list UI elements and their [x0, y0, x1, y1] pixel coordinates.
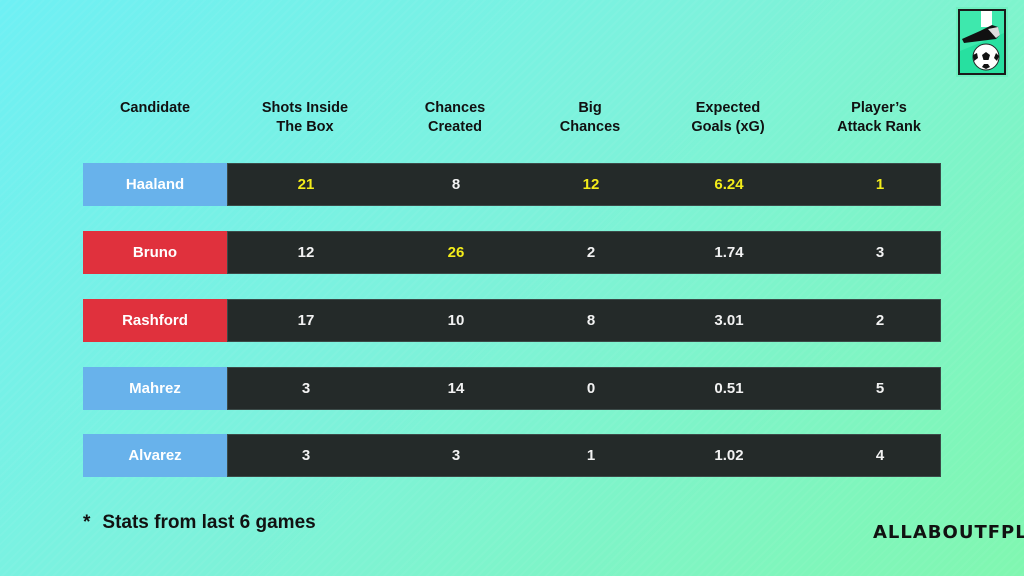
table-row-haaland: Haaland 21 8 12 6.24 1 — [83, 163, 941, 206]
attack-rank-value: 2 — [875, 312, 885, 329]
header-line: The Box — [276, 119, 334, 135]
column-header-candidate: Candidate — [120, 99, 190, 118]
column-header-chances-created: Chances Created — [425, 99, 485, 137]
table-header: Candidate Shots Inside The Box Chances C… — [83, 99, 941, 139]
expected-goals-value: 1.02 — [714, 447, 744, 464]
chances-created-value: 26 — [447, 244, 465, 261]
footnote-text: Stats from last 6 games — [102, 512, 316, 533]
expected-goals-value: 3.01 — [714, 312, 744, 329]
stats-block: 3 3 1 1.02 4 — [227, 434, 941, 477]
attack-rank-value: 1 — [875, 176, 885, 193]
table-row-alvarez: Alvarez 3 3 1 1.02 4 — [83, 434, 941, 477]
attack-rank-value: 4 — [875, 447, 885, 464]
chances-created-value: 14 — [447, 380, 465, 397]
header-line: Big — [578, 100, 602, 116]
stats-block: 3 14 0 0.51 5 — [227, 367, 941, 410]
stats-block: 17 10 8 3.01 2 — [227, 299, 941, 342]
chances-created-value: 8 — [451, 176, 461, 193]
header-line: Goals (xG) — [691, 119, 765, 135]
expected-goals-value: 6.24 — [714, 176, 744, 193]
candidate-name-cell: Alvarez — [83, 434, 227, 477]
footnote: * Stats from last 6 games — [83, 512, 316, 534]
header-line: Chances — [424, 100, 486, 116]
column-header-expected-goals: Expected Goals (xG) — [691, 99, 764, 137]
column-header-big-chances: Big Chances — [560, 99, 620, 137]
big-chances-value: 8 — [586, 312, 596, 329]
stats-block: 21 8 12 6.24 1 — [227, 163, 941, 206]
candidate-name-cell: Rashford — [83, 299, 227, 342]
header-line: Chances — [559, 119, 621, 135]
column-header-shots-inside-box: Shots Inside The Box — [262, 99, 348, 137]
shots-inside-box-value: 3 — [301, 447, 311, 464]
shots-inside-box-value: 17 — [297, 312, 315, 329]
table-row-mahrez: Mahrez 3 14 0 0.51 5 — [83, 367, 941, 410]
candidate-name-cell: Mahrez — [83, 367, 227, 410]
attack-rank-value: 3 — [875, 244, 885, 261]
candidate-name-cell: Bruno — [83, 231, 227, 274]
header-line: Shots Inside — [261, 100, 349, 116]
header-line: Candidate — [119, 100, 191, 116]
shots-inside-box-value: 12 — [297, 244, 315, 261]
table-row-rashford: Rashford 17 10 8 3.01 2 — [83, 299, 941, 342]
header-line: Attack Rank — [837, 119, 921, 135]
big-chances-value: 0 — [586, 380, 596, 397]
header-line: Created — [427, 119, 482, 135]
stats-block: 12 26 2 1.74 3 — [227, 231, 941, 274]
big-chances-value: 2 — [586, 244, 596, 261]
expected-goals-value: 0.51 — [714, 380, 744, 397]
boot-on-football-icon — [958, 9, 1006, 75]
attack-rank-value: 5 — [875, 380, 885, 397]
chances-created-value: 10 — [447, 312, 465, 329]
column-header-attack-rank: Player’s Attack Rank — [837, 99, 921, 137]
shots-inside-box-value: 21 — [297, 176, 315, 193]
expected-goals-value: 1.74 — [714, 244, 744, 261]
header-line: Expected — [695, 100, 761, 116]
table-row-bruno: Bruno 12 26 2 1.74 3 — [83, 231, 941, 274]
big-chances-value: 12 — [582, 176, 600, 193]
big-chances-value: 1 — [586, 447, 596, 464]
shots-inside-box-value: 3 — [301, 380, 311, 397]
header-line: Player’s — [851, 100, 907, 116]
asterisk-icon: * — [83, 512, 91, 533]
brand-wordmark: ALLABOUTFPL — [873, 522, 1024, 543]
chances-created-value: 3 — [451, 447, 461, 464]
candidate-name-cell: Haaland — [83, 163, 227, 206]
